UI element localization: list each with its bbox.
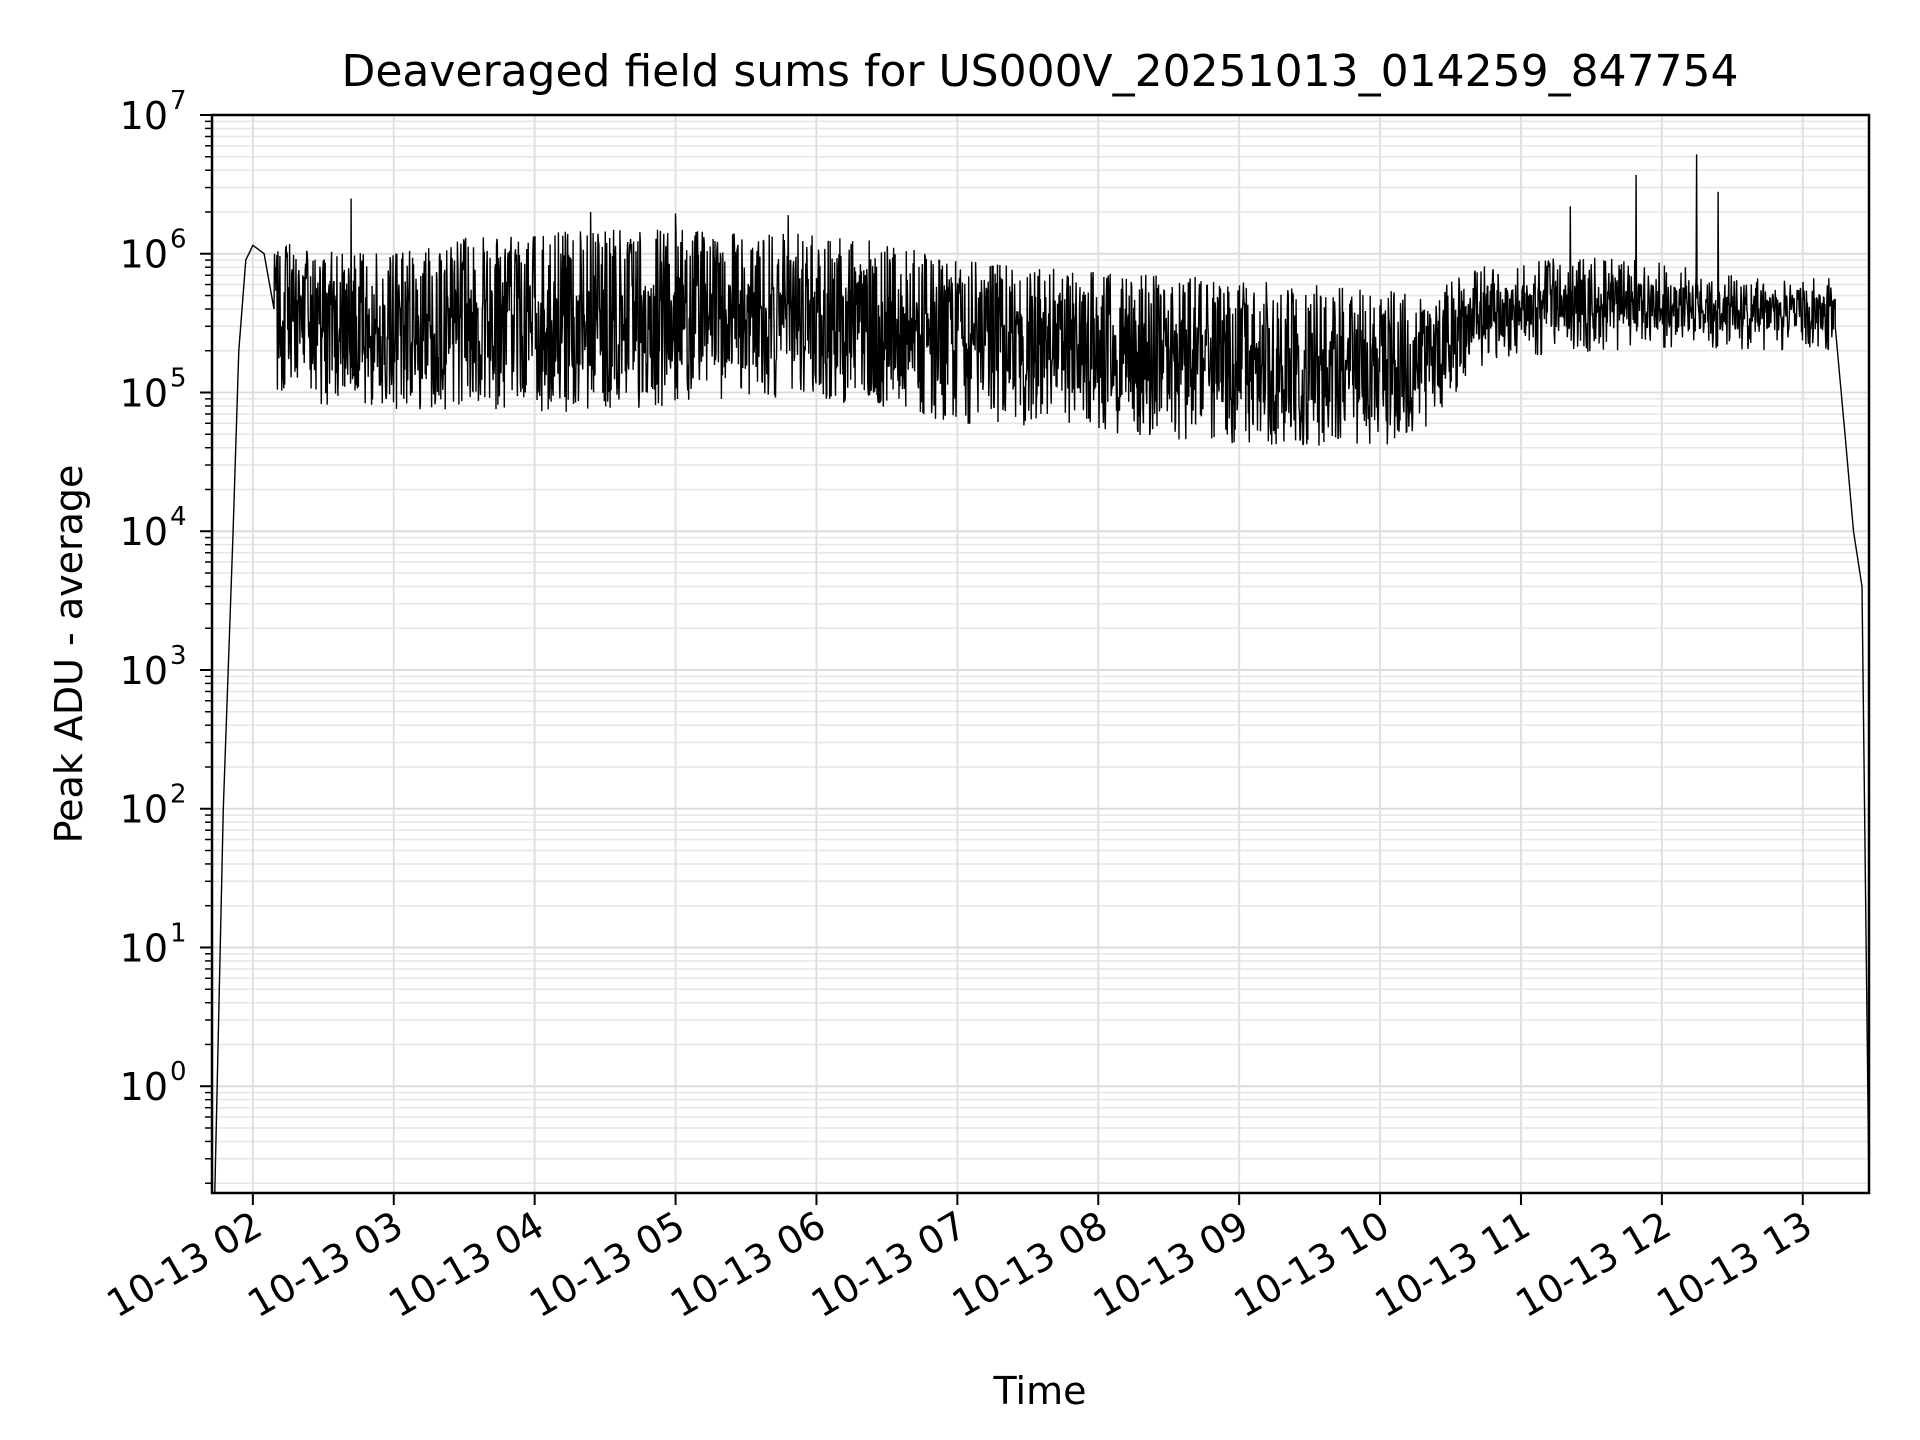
y-tick-label: 10 — [120, 371, 168, 415]
y-tick-exponent: 3 — [170, 641, 187, 671]
y-tick-label: 10 — [120, 233, 168, 277]
y-tick-label: 10 — [120, 510, 168, 554]
y-tick-exponent: 0 — [170, 1057, 187, 1087]
x-axis-label: Time — [993, 1369, 1087, 1413]
y-tick-exponent: 6 — [170, 225, 187, 255]
y-tick-label: 10 — [120, 788, 168, 832]
y-axis-label: Peak ADU - average — [47, 465, 91, 844]
y-tick-exponent: 1 — [170, 918, 187, 948]
y-tick-exponent: 7 — [170, 86, 187, 116]
plot-frame — [210, 113, 1871, 1195]
chart-title: Deaveraged field sums for US000V_2025101… — [341, 46, 1738, 97]
y-tick-label: 10 — [120, 649, 168, 693]
y-tick-exponent: 5 — [170, 363, 187, 393]
series — [214, 154, 1870, 1194]
y-tick-label: 10 — [120, 94, 168, 138]
y-tick-exponent: 2 — [170, 780, 187, 810]
y-tick-label: 10 — [120, 1065, 168, 1109]
y-tick-exponent: 4 — [170, 502, 187, 532]
series-line — [214, 154, 1870, 1194]
y-tick-label: 10 — [120, 926, 168, 970]
